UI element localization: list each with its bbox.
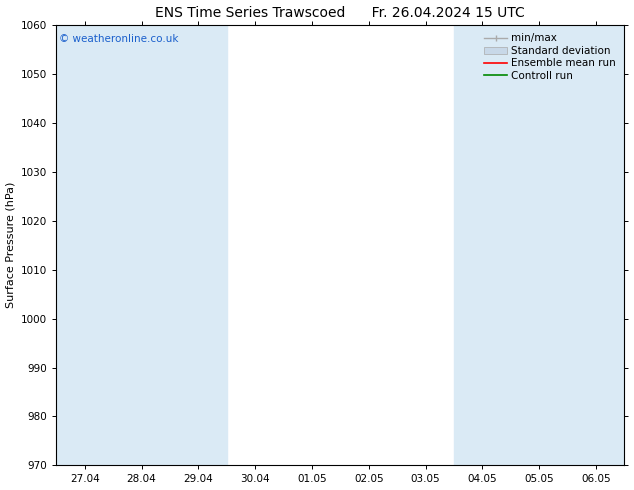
Title: ENS Time Series Trawscoed      Fr. 26.04.2024 15 UTC: ENS Time Series Trawscoed Fr. 26.04.2024… — [155, 5, 525, 20]
Legend: min/max, Standard deviation, Ensemble mean run, Controll run: min/max, Standard deviation, Ensemble me… — [481, 30, 619, 84]
Bar — [170, 25, 227, 465]
Bar — [113, 25, 170, 465]
Text: © weatheronline.co.uk: © weatheronline.co.uk — [59, 34, 179, 44]
Y-axis label: Surface Pressure (hPa): Surface Pressure (hPa) — [6, 182, 16, 308]
Bar — [567, 25, 624, 465]
Bar — [454, 25, 511, 465]
Bar — [511, 25, 567, 465]
Bar — [56, 25, 113, 465]
